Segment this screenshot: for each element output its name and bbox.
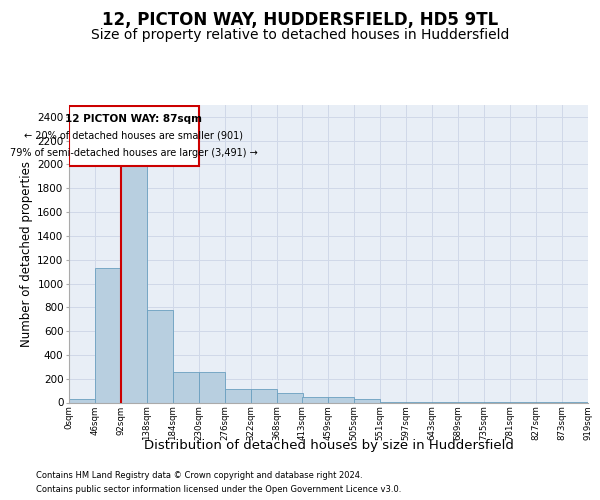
Text: Contains HM Land Registry data © Crown copyright and database right 2024.: Contains HM Land Registry data © Crown c…: [36, 472, 362, 480]
Bar: [328, 396, 354, 402]
Bar: [147, 310, 173, 402]
Bar: [354, 399, 380, 402]
Y-axis label: Number of detached properties: Number of detached properties: [20, 161, 33, 347]
Bar: [121, 140, 147, 402]
Text: 79% of semi-detached houses are larger (3,491) →: 79% of semi-detached houses are larger (…: [10, 148, 258, 158]
Bar: [225, 390, 251, 402]
Bar: [302, 396, 328, 402]
Bar: [95, 268, 121, 402]
Text: Contains public sector information licensed under the Open Government Licence v3: Contains public sector information licen…: [36, 484, 401, 494]
Text: ← 20% of detached houses are smaller (901): ← 20% of detached houses are smaller (90…: [25, 131, 244, 141]
Bar: [69, 399, 95, 402]
Bar: [251, 390, 277, 402]
Bar: [173, 372, 199, 402]
Bar: [277, 393, 303, 402]
Text: Distribution of detached houses by size in Huddersfield: Distribution of detached houses by size …: [144, 440, 514, 452]
Text: 12, PICTON WAY, HUDDERSFIELD, HD5 9TL: 12, PICTON WAY, HUDDERSFIELD, HD5 9TL: [102, 11, 498, 29]
Bar: [69, 106, 199, 166]
Text: 12 PICTON WAY: 87sqm: 12 PICTON WAY: 87sqm: [65, 114, 202, 124]
Bar: [199, 372, 225, 402]
Text: Size of property relative to detached houses in Huddersfield: Size of property relative to detached ho…: [91, 28, 509, 42]
